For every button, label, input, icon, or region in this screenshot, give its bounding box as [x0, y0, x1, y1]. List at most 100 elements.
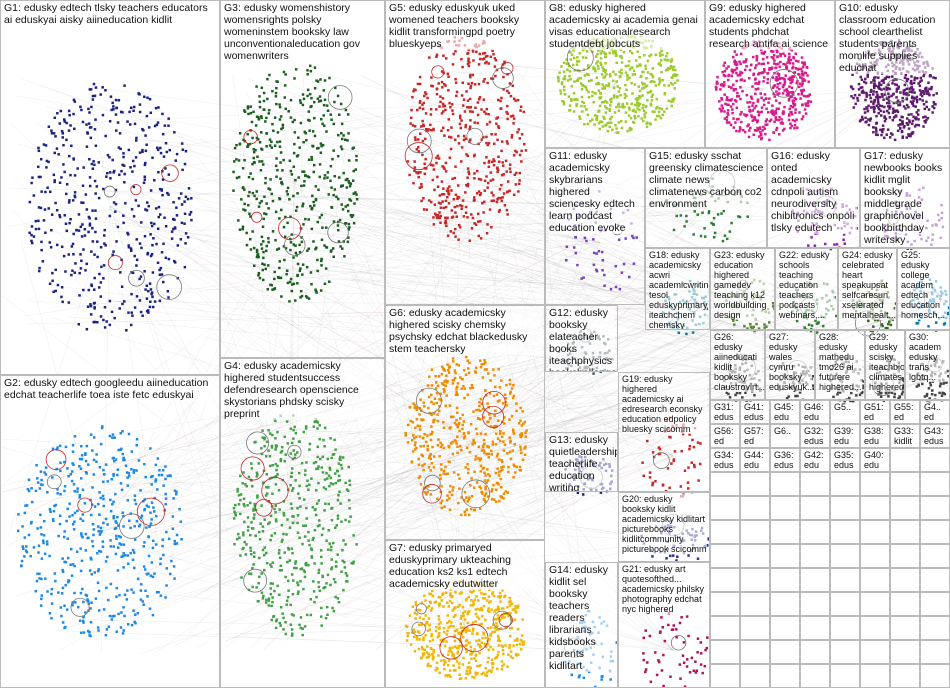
- node-cluster: [556, 34, 679, 134]
- group-panel: G9: edusky highered academicsky edchat s…: [705, 0, 835, 148]
- group-panel: [920, 640, 950, 664]
- group-panel: [710, 664, 740, 688]
- group-label: G25: edusky college academ edtech educat…: [901, 250, 947, 320]
- group-panel: G39: edu: [830, 424, 860, 448]
- group-panel: G4: edusky academicsky highered students…: [220, 358, 385, 688]
- group-panel: [890, 448, 920, 472]
- group-panel: [890, 640, 920, 664]
- group-panel: [830, 568, 860, 592]
- group-label: G11: edusky academicsky skybrarians high…: [549, 150, 642, 234]
- group-panel: [920, 544, 950, 568]
- group-panel: [830, 544, 860, 568]
- group-label: G36: edus ev: [774, 450, 797, 471]
- group-label: G40: edu scr: [864, 450, 887, 471]
- group-panel: G44: edu ai: [740, 448, 770, 472]
- group-label: G38: edu kidli: [864, 426, 887, 447]
- group-panel: G6..: [770, 424, 800, 448]
- group-panel: [830, 472, 860, 496]
- group-panel: [920, 616, 950, 640]
- group-panel: G27: edusky wales cymru booksky eduskyuk…: [765, 330, 815, 400]
- group-panel: G1: edusky edtech tlsky teachers educato…: [0, 0, 220, 375]
- group-label: G12: edusky booksky elateacher books ite…: [549, 307, 617, 371]
- group-panel: [740, 640, 770, 664]
- group-label: G1: edusky edtech tlsky teachers educato…: [4, 2, 217, 26]
- group-panel: [860, 616, 890, 640]
- group-panel: G57: ed: [740, 424, 770, 448]
- group-panel: G7: edusky primaryed eduskyprimary uktea…: [385, 540, 545, 688]
- group-panel: [710, 472, 740, 496]
- group-panel: G5: edusky eduskyuk uked womened teacher…: [385, 0, 545, 305]
- group-label: G44: edu ai: [744, 450, 767, 471]
- group-panel: [830, 520, 860, 544]
- group-label: G5: edusky eduskyuk uked womened teacher…: [389, 2, 542, 50]
- group-panel: G40: edu scr: [860, 448, 890, 472]
- group-panel: G25: edusky college academ edtech educat…: [897, 248, 950, 330]
- group-label: G32: edus airqu samh: [804, 426, 827, 447]
- group-panel: G6: edusky academicsky highered scisky c…: [385, 305, 545, 540]
- group-panel: G8: edusky highered academicsky ai acade…: [545, 0, 705, 148]
- group-label: G51: ed: [864, 402, 887, 422]
- group-panel: G10: edusky classroom education school c…: [835, 0, 950, 148]
- group-panel: G46: edu: [800, 400, 830, 424]
- group-panel: [830, 640, 860, 664]
- group-panel: G21: edusky art quotesofthed... academic…: [618, 562, 710, 688]
- group-panel: [710, 520, 740, 544]
- node-cluster: [232, 414, 358, 637]
- group-panel: [740, 472, 770, 496]
- group-label: G31: edus aiopti sssky ai pan: [714, 402, 737, 423]
- group-label: G45: edu: [774, 402, 797, 422]
- group-label: G4.. ed: [924, 402, 947, 422]
- group-label: G30: academ edusky trans lgbtq...: [909, 332, 947, 382]
- group-panel: [830, 592, 860, 616]
- group-panel: [800, 544, 830, 568]
- group-panel: [860, 496, 890, 520]
- group-panel: G41: edus oog: [740, 400, 770, 424]
- group-label: G28: edusky mathedu tmo26 ai futurere hi…: [819, 332, 862, 392]
- group-label: G55: ed: [894, 402, 917, 422]
- group-label: G21: edusky art quotesofthed... academic…: [622, 564, 707, 614]
- group-panel: [770, 568, 800, 592]
- group-panel: [770, 544, 800, 568]
- group-panel: [770, 616, 800, 640]
- group-panel: [770, 592, 800, 616]
- group-panel: [710, 568, 740, 592]
- node-cluster: [232, 64, 359, 303]
- group-panel: G38: edu kidli: [860, 424, 890, 448]
- group-panel: [890, 496, 920, 520]
- group-panel: [740, 616, 770, 640]
- group-panel: [860, 544, 890, 568]
- group-panel: [890, 568, 920, 592]
- group-panel: [710, 640, 740, 664]
- group-panel: [830, 496, 860, 520]
- group-panel: G17: edusky newbooks books kidlit mglit …: [860, 148, 950, 248]
- group-label: G20: edusky booksky kidlit academicsky k…: [622, 494, 707, 554]
- group-panel: G30: academ edusky trans lgbtq...: [905, 330, 950, 400]
- group-label: G26: edusky aiineducati kidlit booksky c…: [714, 332, 765, 392]
- group-panel: G31: edus aiopti sssky ai pan: [710, 400, 740, 424]
- group-panel: [920, 520, 950, 544]
- group-panel: G16: edusky onted academicsky cdnpoli au…: [767, 148, 860, 248]
- group-label: G24: edusky celebrated heart speakupsat …: [842, 250, 897, 320]
- group-panel: [710, 592, 740, 616]
- group-label: G34: edus iteo: [714, 450, 737, 471]
- group-panel: G23: edusky education highered gamedev t…: [710, 248, 775, 330]
- group-panel: [890, 616, 920, 640]
- group-label: G22: edusky schools teaching education t…: [779, 250, 835, 320]
- group-label: G33: kidlit book edus: [894, 426, 917, 447]
- group-panel: [860, 592, 890, 616]
- group-panel: [800, 592, 830, 616]
- group-panel: [920, 448, 950, 472]
- group-panel: G18: edusky academicsky acwri academicwr…: [645, 248, 710, 330]
- group-panel: [860, 520, 890, 544]
- group-panel: [800, 664, 830, 688]
- node-cluster: [404, 355, 528, 517]
- group-label: G56: ed: [714, 426, 737, 446]
- group-panel: [770, 496, 800, 520]
- group-panel: [890, 664, 920, 688]
- group-panel: G45: edu: [770, 400, 800, 424]
- group-panel: [890, 520, 920, 544]
- group-label: G8: edusky highered academicsky ai acade…: [549, 2, 702, 50]
- group-panel: [740, 496, 770, 520]
- group-label: G15: edusky sschat greensky climatescien…: [649, 150, 764, 210]
- group-panel: [740, 592, 770, 616]
